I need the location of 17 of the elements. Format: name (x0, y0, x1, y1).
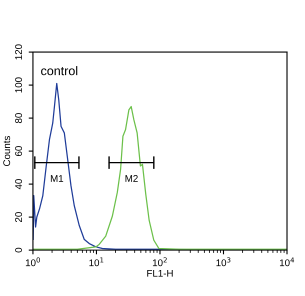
y-tick-label: 60 (15, 146, 22, 156)
annotation: M2 (126, 175, 138, 182)
y-tick-label: 0 (15, 248, 22, 252)
x-tick-label: 10$^{3}$ (216, 257, 230, 266)
x-tick-label: 10$^{0}$ (26, 257, 40, 266)
x-tick-label: 10$^{2}$ (152, 257, 167, 266)
annotation: control (41, 66, 78, 76)
annotation: M1 (50, 175, 64, 182)
x-tick-label: 10$^{1}$ (89, 257, 104, 266)
y-tick-label: 100 (15, 77, 22, 92)
y-tick-label: 120 (15, 44, 22, 60)
y-tick-label: 80 (15, 113, 22, 124)
y-axis-title: Counts (3, 136, 10, 166)
y-tick-label: 20 (15, 212, 22, 222)
x-tick-label: 10$^{4}$ (280, 257, 294, 266)
y-tick-label: 40 (15, 179, 22, 190)
x-axis-title: FL1-H (147, 270, 173, 277)
